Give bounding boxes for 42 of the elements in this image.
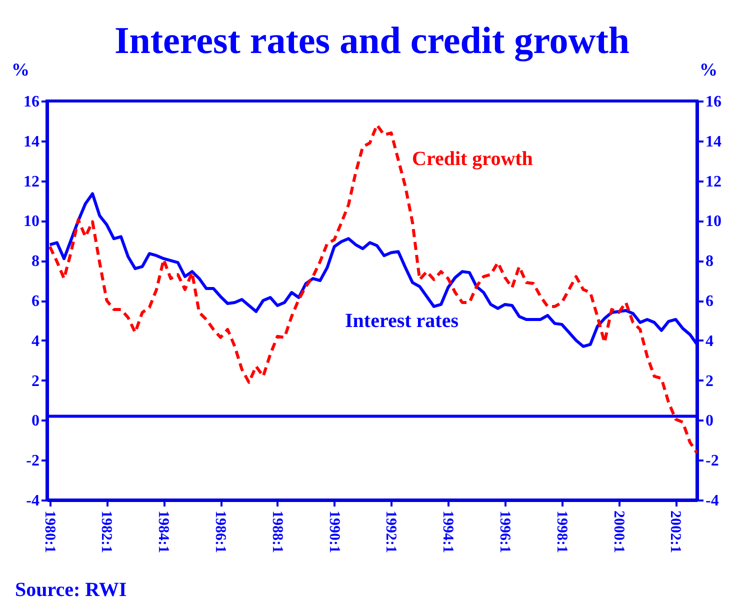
chart-title: Interest rates and credit growth: [114, 20, 630, 62]
y2-tick-label: 12: [706, 173, 722, 190]
x-tick-label: 1990:1: [326, 510, 342, 553]
y-tick-label: 10: [24, 213, 40, 230]
y-tick-label: -2: [26, 452, 40, 470]
x-tick-label: 1998:1: [553, 510, 570, 553]
line-series: [48, 123, 697, 455]
x-tick-label: 1996:1: [496, 510, 512, 553]
y-tick-label: 14: [24, 133, 40, 150]
y-tick-label: 8: [32, 253, 40, 270]
source-note: Source: RWI: [15, 579, 127, 600]
x-tick-label: 1984:1: [155, 510, 172, 553]
line-series: [48, 192, 697, 348]
y2-tick-label: 0: [706, 412, 714, 430]
x-tick-label: 1980:1: [41, 510, 58, 553]
x-tick-label: 2000:1: [610, 510, 626, 553]
y2-tick-label: -4: [706, 492, 719, 510]
y2-tick-label: 10: [706, 213, 722, 230]
y-tick-label: 12: [24, 173, 40, 190]
series-label: Interest rates: [345, 310, 459, 332]
y2-tick-label: 16: [706, 94, 722, 110]
y-tick-label: -4: [26, 492, 40, 510]
y-tick-label: 16: [24, 94, 40, 110]
x-tick-label: 1982:1: [98, 510, 114, 553]
series-label: Credit growth: [412, 148, 533, 170]
y2-tick-label: -2: [706, 452, 719, 470]
y2-tick-label: 2: [706, 372, 714, 390]
y-axis-title: %: [12, 60, 30, 80]
y2-axis-title: %: [700, 60, 718, 80]
x-tick-label: 1994:1: [440, 510, 456, 553]
y2-tick-label: 4: [706, 332, 714, 350]
y2-tick-label: 8: [706, 253, 714, 270]
y-tick-label: 2: [32, 372, 40, 390]
y-tick-label: 6: [32, 293, 40, 310]
x-tick-label: 1986:1: [212, 510, 228, 553]
y-tick-label: 4: [32, 332, 40, 350]
y-tick-label: 0: [32, 412, 40, 430]
y2-tick-label: 14: [706, 133, 722, 150]
x-tick-label: 1988:1: [268, 510, 285, 553]
y2-tick-label: 6: [706, 293, 714, 310]
x-tick-label: 1992:1: [382, 510, 399, 553]
x-tick-label: 2002:1: [667, 510, 684, 553]
